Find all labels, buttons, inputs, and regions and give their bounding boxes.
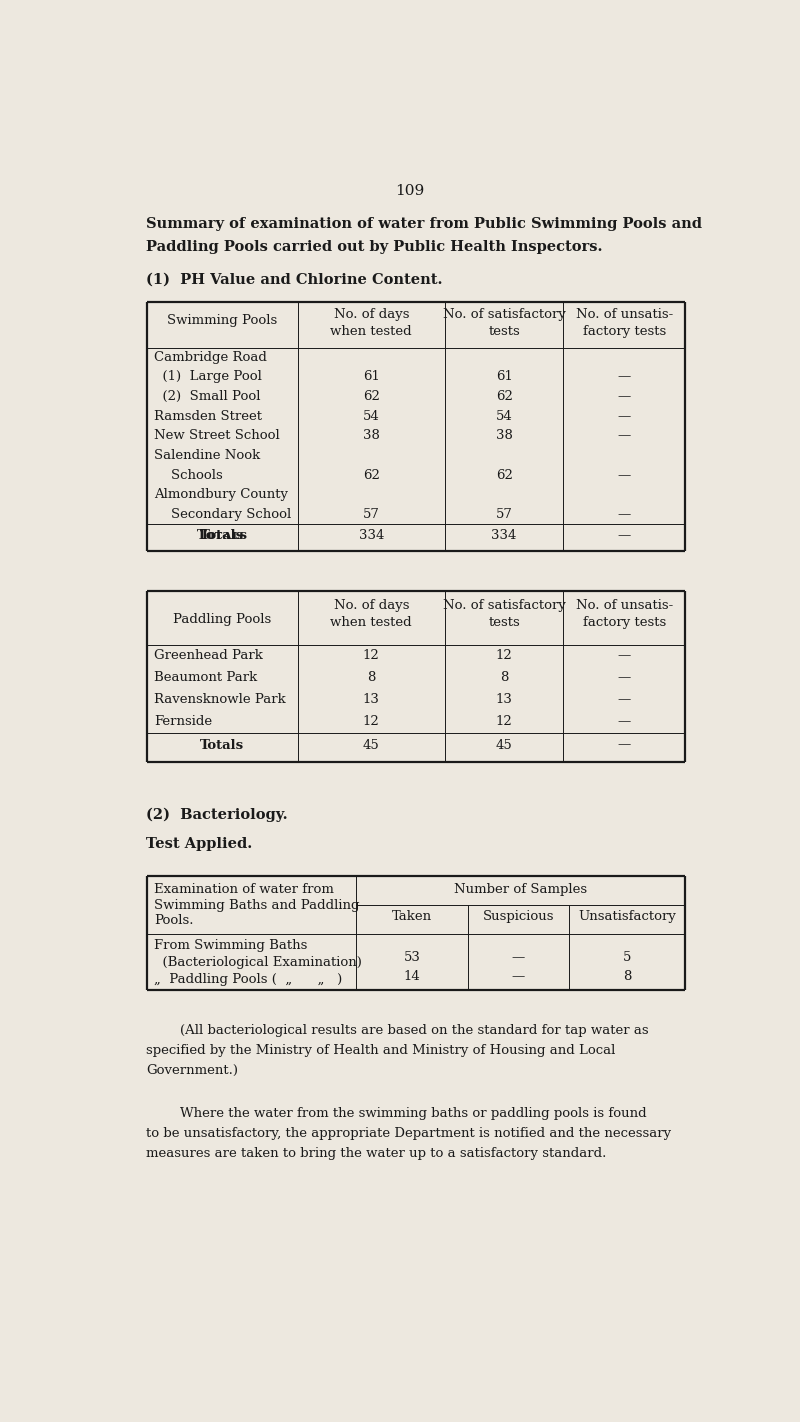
Text: (2)  Bacteriology.: (2) Bacteriology.: [146, 808, 288, 822]
Text: 109: 109: [395, 183, 425, 198]
Text: 334: 334: [358, 529, 384, 542]
Text: Unsatisfactory: Unsatisfactory: [578, 910, 676, 923]
Text: (All bacteriological results are based on the standard for tap water as: (All bacteriological results are based o…: [146, 1024, 649, 1037]
Text: —: —: [618, 410, 631, 422]
Text: —: —: [618, 693, 631, 707]
Text: Almondbury County: Almondbury County: [154, 488, 288, 502]
Text: measures are taken to bring the water up to a satisfactory standard.: measures are taken to bring the water up…: [146, 1148, 607, 1160]
Text: Number of Samples: Number of Samples: [454, 883, 587, 896]
Text: „  Paddling Pools (  „      „   ): „ Paddling Pools ( „ „ ): [154, 973, 342, 985]
Text: 38: 38: [496, 429, 513, 442]
Text: Examination of water from: Examination of water from: [154, 883, 334, 896]
Text: —: —: [618, 715, 631, 728]
Text: factory tests: factory tests: [582, 324, 666, 337]
Text: when tested: when tested: [330, 324, 412, 337]
Text: —: —: [618, 469, 631, 482]
Text: to be unsatisfactory, the appropriate Department is notified and the necessary: to be unsatisfactory, the appropriate De…: [146, 1128, 672, 1140]
Text: tests: tests: [488, 616, 520, 629]
Text: Ravensknowle Park: Ravensknowle Park: [154, 693, 286, 707]
Text: No. of satisfactory: No. of satisfactory: [442, 307, 566, 321]
Text: —: —: [618, 371, 631, 384]
Text: Beaumont Park: Beaumont Park: [154, 671, 258, 684]
Text: factory tests: factory tests: [582, 616, 666, 629]
Text: Totals: Totals: [200, 529, 244, 542]
Text: —: —: [618, 738, 631, 751]
Text: 5: 5: [623, 951, 631, 964]
Text: —: —: [618, 390, 631, 402]
Text: 8: 8: [623, 970, 631, 983]
Text: 57: 57: [496, 508, 513, 520]
Text: —: —: [512, 951, 525, 964]
Text: —: —: [618, 671, 631, 684]
Text: when tested: when tested: [330, 616, 412, 629]
Text: Taken: Taken: [392, 910, 432, 923]
Text: 62: 62: [496, 390, 513, 402]
Text: 12: 12: [496, 715, 513, 728]
Text: No. of satisfactory: No. of satisfactory: [442, 599, 566, 611]
Text: Tᴏᴛᴀʟѕ: Tᴏᴛᴀʟѕ: [197, 529, 247, 542]
Text: From Swimming Baths: From Swimming Baths: [154, 940, 308, 953]
Text: Where the water from the swimming baths or paddling pools is found: Where the water from the swimming baths …: [146, 1108, 647, 1121]
Text: —: —: [512, 970, 525, 983]
Text: 8: 8: [367, 671, 375, 684]
Text: Salendine Nook: Salendine Nook: [154, 449, 261, 462]
Text: Test Applied.: Test Applied.: [146, 838, 253, 852]
Text: New Street School: New Street School: [154, 429, 280, 442]
Text: 38: 38: [363, 429, 380, 442]
Text: 62: 62: [363, 469, 380, 482]
Text: 13: 13: [496, 693, 513, 707]
Text: 12: 12: [363, 650, 380, 663]
Text: 334: 334: [491, 529, 517, 542]
Text: Cambridge Road: Cambridge Road: [154, 351, 267, 364]
Text: tests: tests: [488, 324, 520, 337]
Text: specified by the Ministry of Health and Ministry of Housing and Local: specified by the Ministry of Health and …: [146, 1044, 616, 1057]
Text: Paddling Pools: Paddling Pools: [173, 613, 271, 626]
Text: Secondary School: Secondary School: [154, 508, 291, 520]
Text: No. of unsatis-: No. of unsatis-: [576, 307, 673, 321]
Text: 13: 13: [363, 693, 380, 707]
Text: 8: 8: [500, 671, 508, 684]
Text: (1)  Large Pool: (1) Large Pool: [154, 371, 262, 384]
Text: No. of days: No. of days: [334, 599, 409, 611]
Text: 14: 14: [403, 970, 420, 983]
Text: 54: 54: [363, 410, 380, 422]
Text: 54: 54: [496, 410, 513, 422]
Text: Pools.: Pools.: [154, 914, 194, 927]
Text: Greenhead Park: Greenhead Park: [154, 650, 263, 663]
Text: Fernside: Fernside: [154, 715, 212, 728]
Text: No. of days: No. of days: [334, 307, 409, 321]
Text: 61: 61: [496, 371, 513, 384]
Text: —: —: [618, 650, 631, 663]
Text: 53: 53: [403, 951, 420, 964]
Text: Swimming Baths and Paddling: Swimming Baths and Paddling: [154, 899, 360, 912]
Text: 45: 45: [363, 738, 380, 751]
Text: Ramsden Street: Ramsden Street: [154, 410, 262, 422]
Text: 45: 45: [496, 738, 513, 751]
Text: No. of unsatis-: No. of unsatis-: [576, 599, 673, 611]
Text: 62: 62: [496, 469, 513, 482]
Text: Totals: Totals: [200, 738, 244, 751]
Text: —: —: [618, 429, 631, 442]
Text: Summary of examination of water from Public Swimming Pools and: Summary of examination of water from Pub…: [146, 216, 702, 230]
Text: 12: 12: [363, 715, 380, 728]
Text: Suspicious: Suspicious: [482, 910, 554, 923]
Text: (2)  Small Pool: (2) Small Pool: [154, 390, 261, 402]
Text: 12: 12: [496, 650, 513, 663]
Text: —: —: [618, 529, 631, 542]
Text: 57: 57: [363, 508, 380, 520]
Text: 62: 62: [363, 390, 380, 402]
Text: —: —: [618, 508, 631, 520]
Text: (1)  PH Value and Chlorine Content.: (1) PH Value and Chlorine Content.: [146, 272, 443, 286]
Text: 61: 61: [363, 371, 380, 384]
Text: (Bacteriological Examination): (Bacteriological Examination): [154, 956, 362, 968]
Text: Government.): Government.): [146, 1064, 238, 1078]
Text: Schools: Schools: [154, 469, 223, 482]
Text: Paddling Pools carried out by Public Health Inspectors.: Paddling Pools carried out by Public Hea…: [146, 240, 603, 255]
Text: Swimming Pools: Swimming Pools: [167, 314, 277, 327]
